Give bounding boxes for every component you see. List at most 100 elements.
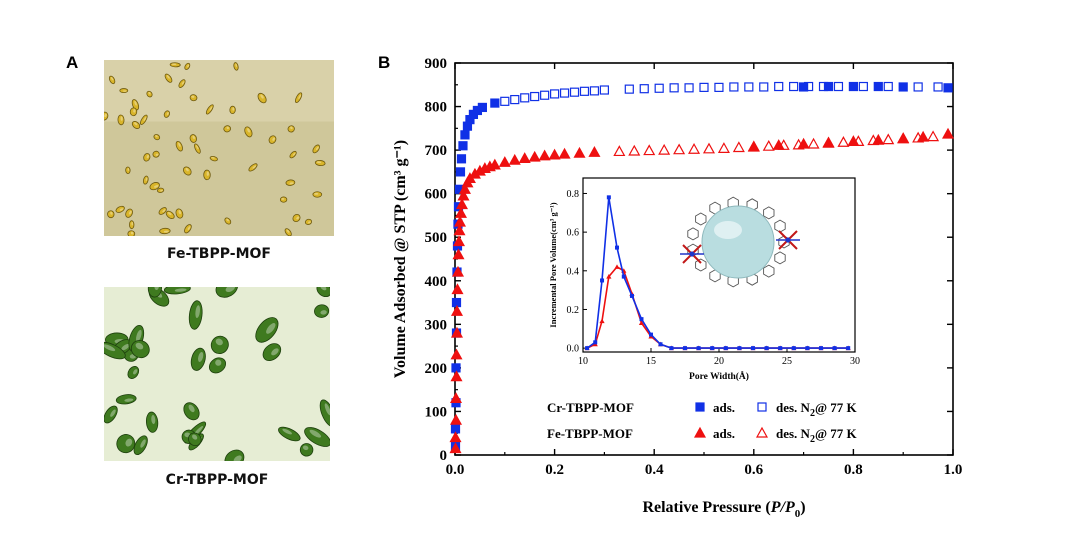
crystal-body [117,114,125,126]
crystal-body [289,150,297,159]
cr-desorption-point [579,86,590,96]
cr-legend-ads-label: ads. [713,400,735,415]
x-axis-label: Relative Pressure (P/P0) [642,499,805,520]
x-tick-label: 0.6 [744,462,763,478]
crystal-body [189,134,197,143]
crystal-highlight [143,116,147,122]
cr-pore-point [649,332,653,337]
crystal-highlight [281,198,285,200]
crystal-highlight [131,221,134,226]
crystal-highlight [185,167,189,172]
legend-des-subscript: 2 [810,408,815,419]
fe-desorption-point [688,143,701,154]
crystal-highlight [226,218,229,222]
cr-pore-point [737,346,742,351]
cr-adsorption-point [477,102,487,113]
crystal-body [285,179,296,186]
inset-y-tick-label: 0.8 [567,189,580,200]
fe-adsorption-point [573,146,586,158]
cr-adsorption-point [943,83,953,93]
fe-adsorption-point [458,183,471,194]
crystal [295,92,303,104]
x-axis-label-main: Relative Pressure [642,499,761,516]
crystal [129,220,135,230]
cage-ring [774,251,786,265]
fe-photo-caption: Fe-TBPP-MOF [167,246,271,262]
fe-pore-point [638,320,645,325]
inset-x-tick-label: 30 [850,356,860,367]
crystal [205,104,214,115]
crystal-body [183,166,192,176]
crystal-body [153,134,161,141]
inset-y-tick-label: 0.6 [567,228,580,239]
crystal [127,366,140,379]
fe-desorption-point [628,144,641,156]
cr-desorption-point [774,81,784,92]
fe-legend-entry: Fe-TBPP-MOF ads. des. N2@ 77 K [547,426,858,445]
crystal [279,196,288,203]
inset-x-tick-label: 15 [646,356,656,367]
fe-desorption-point [673,143,686,155]
crystal [284,228,292,236]
crystal [149,182,160,191]
crystal-body [312,191,323,198]
fe-adsorption-point [455,198,468,210]
y-tick-label: 700 [425,143,448,159]
cr-legend-ads-marker [695,402,705,412]
x-axis-label-close: ) [800,499,805,516]
crystal [183,402,200,421]
inset-x-axis-label: Pore Width(Å) [689,370,749,382]
cr-adsorption-point [451,363,461,373]
cr-pore-point [621,274,626,279]
cr-desorption-point [520,93,530,103]
crystal-body [229,105,236,115]
crystal [175,208,184,219]
fe-desorption-point [717,142,730,153]
cr-pore-point [606,195,611,200]
crystal-body [295,92,303,104]
crystal-body [175,140,183,152]
crystal-body [115,394,137,405]
cr-pore-point [791,346,796,351]
crystal [312,144,320,154]
crystal-body [205,104,214,115]
cr-desorption-point [744,82,754,92]
crystal-body [157,187,165,193]
fe-adsorption-point [450,305,464,316]
crystal-body [115,205,125,213]
crystal-highlight [235,63,238,68]
cr-pore-point [723,346,728,351]
cr-crystal-image [104,287,330,461]
fe-adsorption-point [452,235,466,247]
crystal-body [184,62,191,70]
crystal [289,150,297,159]
x-tick-label: 0.2 [545,462,564,478]
cr-desorption-point [669,83,679,93]
crystal-highlight [296,216,300,220]
crystal-highlight [188,404,195,413]
crystal-highlight [192,434,198,440]
crystal [108,75,116,85]
crystal-body [149,182,160,191]
crystal-highlight [163,230,169,233]
crystal [188,300,203,330]
cr-desorption-point [818,81,829,92]
panel-a-letter: A [66,53,79,72]
fe-desorption-point [912,131,925,143]
cage-ring [763,206,775,220]
crystal-body [139,114,148,125]
crystal-highlight [130,231,134,235]
legend-des-text: des. N [776,400,811,415]
crystal [169,62,181,68]
crystal [244,126,253,138]
crystal [115,394,137,405]
crystal [119,88,129,94]
crystal [131,121,141,129]
fe-adsorption-point [548,148,561,160]
crystal [125,166,131,174]
inset-y-axis-label: Incremental Pore Volume(cm³ g⁻¹) [548,202,558,327]
crystal-body [244,126,253,138]
cr-desorption-point [858,81,868,92]
fe-legend-des-label: des. N2@ 77 K [776,426,858,445]
mof-cage-illustration [680,196,800,288]
